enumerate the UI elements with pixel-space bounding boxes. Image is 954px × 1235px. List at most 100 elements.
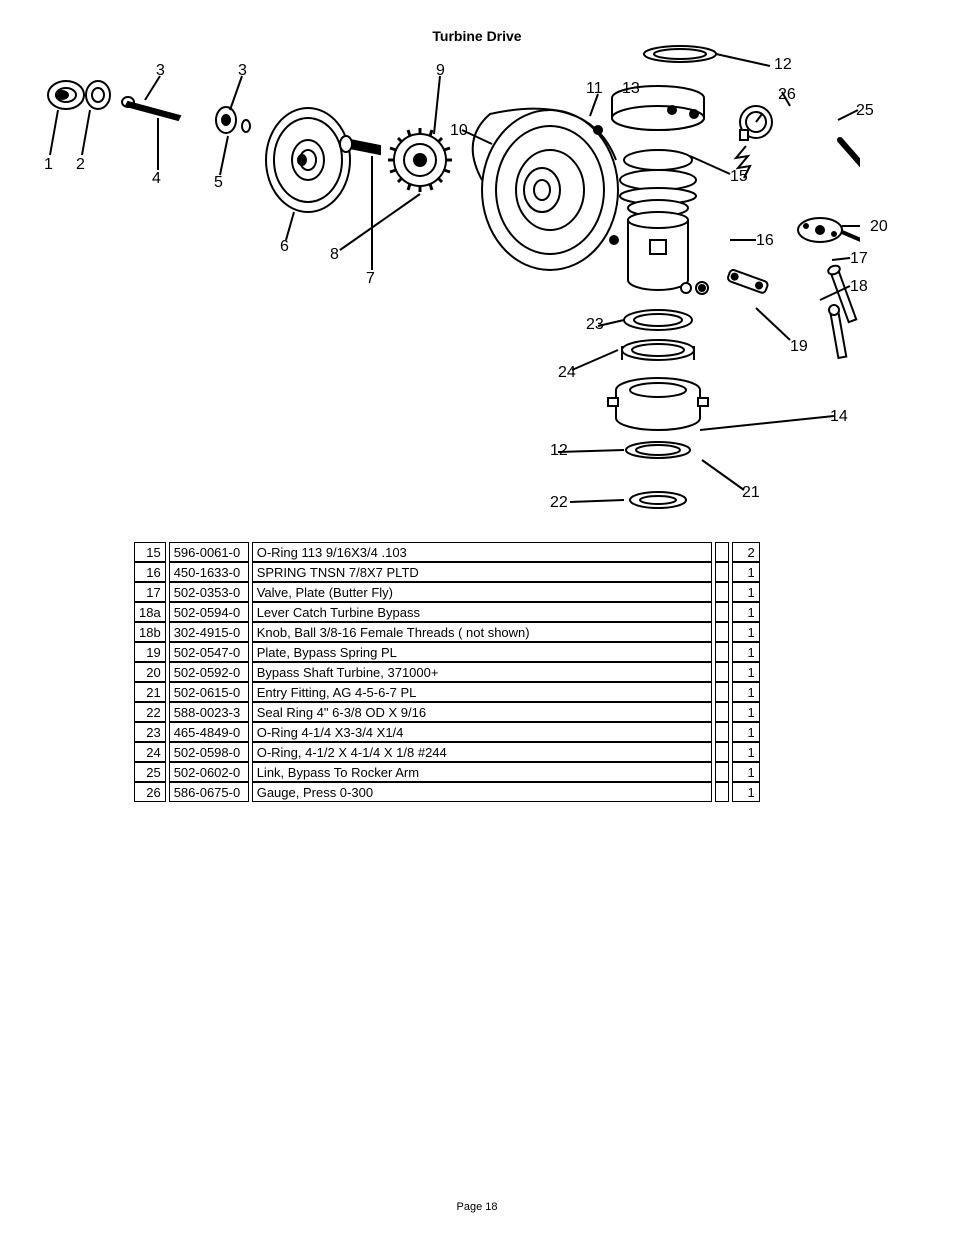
qty-cell: 1 xyxy=(732,642,760,662)
part-cell: 502-0598-0 xyxy=(169,742,249,762)
callout-24: 24 xyxy=(558,364,576,382)
ref-cell: 26 xyxy=(134,782,166,802)
table-row: 15596-0061-0O-Ring 113 9/16X3/4 .103 2 xyxy=(134,542,760,562)
part-cell: 502-0602-0 xyxy=(169,762,249,782)
desc-cell: Entry Fitting, AG 4-5-6-7 PL xyxy=(252,682,712,702)
table-row: 26586-0675-0Gauge, Press 0-300 1 xyxy=(134,782,760,802)
callout-13: 13 xyxy=(622,80,640,98)
desc-cell: O-Ring, 4-1/2 X 4-1/4 X 1/8 #244 xyxy=(252,742,712,762)
callout-5: 5 xyxy=(214,174,223,192)
callout-3a: 3 xyxy=(156,62,165,80)
qty-cell: 2 xyxy=(732,542,760,562)
callout-12a: 12 xyxy=(774,56,792,74)
callout-3b: 3 xyxy=(238,62,247,80)
empty-cell xyxy=(715,542,729,562)
ref-cell: 19 xyxy=(134,642,166,662)
desc-cell: SPRING TNSN 7/8X7 PLTD xyxy=(252,562,712,582)
callout-17: 17 xyxy=(850,250,868,268)
ref-cell: 18a xyxy=(134,602,166,622)
qty-cell: 1 xyxy=(732,562,760,582)
part-cell: 302-4915-0 xyxy=(169,622,249,642)
callout-19: 19 xyxy=(790,338,808,356)
desc-cell: O-Ring 4-1/4 X3-3/4 X1/4 xyxy=(252,722,712,742)
table-row: 22588-0023-3Seal Ring 4" 6-3/8 OD X 9/16… xyxy=(134,702,760,722)
ref-cell: 23 xyxy=(134,722,166,742)
part-cell: 588-0023-3 xyxy=(169,702,249,722)
parts-table: 15596-0061-0O-Ring 113 9/16X3/4 .1032164… xyxy=(134,542,760,802)
page-number: Page 18 xyxy=(0,1201,954,1213)
qty-cell: 1 xyxy=(732,662,760,682)
empty-cell xyxy=(715,562,729,582)
desc-cell: Knob, Ball 3/8-16 Female Threads ( not s… xyxy=(252,622,712,642)
ref-cell: 22 xyxy=(134,702,166,722)
callout-7: 7 xyxy=(366,270,375,288)
callout-25: 25 xyxy=(856,102,874,120)
empty-cell xyxy=(715,642,729,662)
callout-1: 1 xyxy=(44,156,53,174)
ref-cell: 24 xyxy=(134,742,166,762)
ref-cell: 16 xyxy=(134,562,166,582)
callout-20: 20 xyxy=(870,218,888,236)
qty-cell: 1 xyxy=(732,702,760,722)
table-row: 16450-1633-0SPRING TNSN 7/8X7 PLTD 1 xyxy=(134,562,760,582)
table-row: 17502-0353-0Valve, Plate (Butter Fly)1 xyxy=(134,582,760,602)
part-cell: 596-0061-0 xyxy=(169,542,249,562)
qty-cell: 1 xyxy=(732,622,760,642)
desc-cell: Seal Ring 4" 6-3/8 OD X 9/16 xyxy=(252,702,712,722)
table-row: 18a502-0594-0Lever Catch Turbine Bypass 1 xyxy=(134,602,760,622)
ref-cell: 18b xyxy=(134,622,166,642)
desc-cell: O-Ring 113 9/16X3/4 .103 xyxy=(252,542,712,562)
empty-cell xyxy=(715,742,729,762)
part-cell: 502-0615-0 xyxy=(169,682,249,702)
desc-cell: Plate, Bypass Spring PL xyxy=(252,642,712,662)
table-row: 25502-0602-0Link, Bypass To Rocker Arm1 xyxy=(134,762,760,782)
callout-14: 14 xyxy=(830,408,848,426)
part-cell: 450-1633-0 xyxy=(169,562,249,582)
part-cell: 586-0675-0 xyxy=(169,782,249,802)
callout-18: 18 xyxy=(850,278,868,296)
part-cell: 502-0592-0 xyxy=(169,662,249,682)
desc-cell: Link, Bypass To Rocker Arm xyxy=(252,762,712,782)
empty-cell xyxy=(715,662,729,682)
part-cell: 465-4849-0 xyxy=(169,722,249,742)
ref-cell: 17 xyxy=(134,582,166,602)
exploded-diagram: 1 2 3 3 4 5 6 7 8 9 10 11 12 12 13 14 15… xyxy=(30,40,860,530)
part-cell: 502-0594-0 xyxy=(169,602,249,622)
ref-cell: 20 xyxy=(134,662,166,682)
ref-cell: 25 xyxy=(134,762,166,782)
table-row: 18b302-4915-0Knob, Ball 3/8-16 Female Th… xyxy=(134,622,760,642)
part-cell: 502-0547-0 xyxy=(169,642,249,662)
callout-4: 4 xyxy=(152,170,161,188)
qty-cell: 1 xyxy=(732,582,760,602)
qty-cell: 1 xyxy=(732,602,760,622)
empty-cell xyxy=(715,582,729,602)
empty-cell xyxy=(715,782,729,802)
desc-cell: Lever Catch Turbine Bypass xyxy=(252,602,712,622)
empty-cell xyxy=(715,722,729,742)
ref-cell: 21 xyxy=(134,682,166,702)
callout-21: 21 xyxy=(742,484,760,502)
desc-cell: Bypass Shaft Turbine, 371000+ xyxy=(252,662,712,682)
table-row: 24502-0598-0O-Ring, 4-1/2 X 4-1/4 X 1/8 … xyxy=(134,742,760,762)
callout-9: 9 xyxy=(436,62,445,80)
callout-22: 22 xyxy=(550,494,568,512)
ref-cell: 15 xyxy=(134,542,166,562)
callout-8: 8 xyxy=(330,246,339,264)
qty-cell: 1 xyxy=(732,722,760,742)
callout-11: 11 xyxy=(586,80,603,98)
empty-cell xyxy=(715,702,729,722)
callout-2: 2 xyxy=(76,156,85,174)
callout-23: 23 xyxy=(586,316,604,334)
qty-cell: 1 xyxy=(732,782,760,802)
callout-15: 15 xyxy=(730,168,748,186)
empty-cell xyxy=(715,622,729,642)
table-row: 19502-0547-0Plate, Bypass Spring PL 1 xyxy=(134,642,760,662)
qty-cell: 1 xyxy=(732,742,760,762)
desc-cell: Valve, Plate (Butter Fly) xyxy=(252,582,712,602)
callout-26: 26 xyxy=(778,86,796,104)
empty-cell xyxy=(715,602,729,622)
callout-16: 16 xyxy=(756,232,774,250)
callout-10: 10 xyxy=(450,122,468,140)
callout-6: 6 xyxy=(280,238,289,256)
desc-cell: Gauge, Press 0-300 xyxy=(252,782,712,802)
